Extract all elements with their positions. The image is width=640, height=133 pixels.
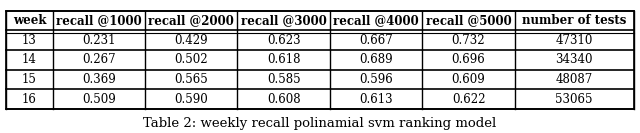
Text: recall @3000: recall @3000	[241, 14, 326, 27]
Text: 15: 15	[22, 73, 37, 86]
Text: week: week	[13, 14, 46, 27]
Text: 0.732: 0.732	[452, 34, 485, 47]
Text: 0.608: 0.608	[267, 93, 301, 106]
Text: 0.689: 0.689	[359, 53, 393, 66]
Text: 0.609: 0.609	[452, 73, 485, 86]
Text: 14: 14	[22, 53, 37, 66]
Text: recall @1000: recall @1000	[56, 14, 141, 27]
Text: number of tests: number of tests	[522, 14, 627, 27]
Text: 13: 13	[22, 34, 37, 47]
Text: 0.622: 0.622	[452, 93, 485, 106]
Text: 0.369: 0.369	[82, 73, 116, 86]
Text: 34340: 34340	[556, 53, 593, 66]
Text: 16: 16	[22, 93, 37, 106]
Text: 47310: 47310	[556, 34, 593, 47]
Text: 0.618: 0.618	[267, 53, 300, 66]
Text: 0.267: 0.267	[82, 53, 116, 66]
Text: 0.231: 0.231	[82, 34, 116, 47]
Text: 0.565: 0.565	[174, 73, 208, 86]
Text: 0.623: 0.623	[267, 34, 301, 47]
Bar	[6, 11, 634, 109]
Text: 0.613: 0.613	[359, 93, 393, 106]
Text: 0.696: 0.696	[452, 53, 485, 66]
Text: 0.509: 0.509	[82, 93, 116, 106]
Text: 48087: 48087	[556, 73, 593, 86]
Text: 0.590: 0.590	[174, 93, 208, 106]
Text: 0.429: 0.429	[175, 34, 208, 47]
Text: 53065: 53065	[556, 93, 593, 106]
Text: 0.585: 0.585	[267, 73, 301, 86]
Text: Table 2: weekly recall polinamial svm ranking model: Table 2: weekly recall polinamial svm ra…	[143, 117, 497, 130]
Text: 0.502: 0.502	[175, 53, 208, 66]
Text: recall @2000: recall @2000	[148, 14, 234, 27]
Text: recall @4000: recall @4000	[333, 14, 419, 27]
Text: recall @5000: recall @5000	[426, 14, 511, 27]
Text: 0.667: 0.667	[359, 34, 393, 47]
Text: 0.596: 0.596	[359, 73, 393, 86]
